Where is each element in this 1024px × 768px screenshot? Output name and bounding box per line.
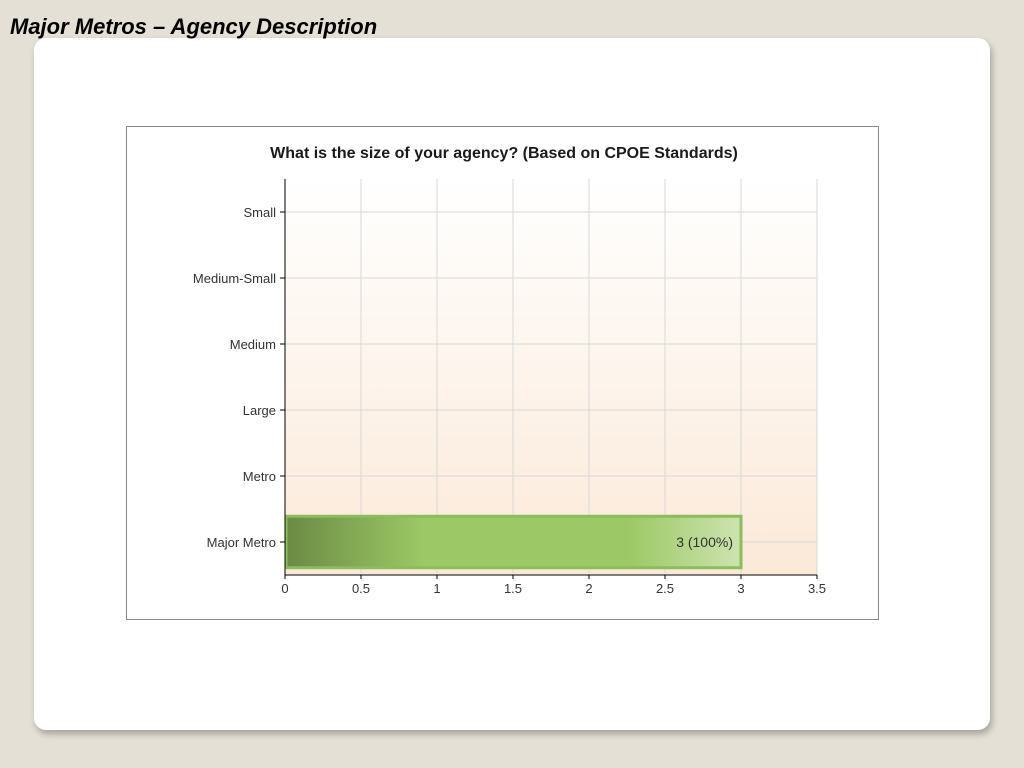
x-tick-label: 3.5 (808, 581, 826, 596)
x-tick-label: 0 (281, 581, 288, 596)
slide-title: Major Metros – Agency Description (10, 14, 378, 39)
y-category-label: Medium-Small (193, 271, 276, 286)
bar-data-label: 3 (100%) (676, 534, 733, 550)
x-tick-label: 1 (433, 581, 440, 596)
x-tick-label: 3 (737, 581, 744, 596)
bar (284, 514, 743, 570)
x-tick-label: 2 (585, 581, 592, 596)
y-category-label: Small (243, 205, 276, 220)
x-tick-label: 2.5 (656, 581, 674, 596)
bars: 3 (100%) (284, 514, 743, 570)
bar-chart: What is the size of your agency? (Based … (193, 145, 826, 596)
y-category-label: Medium (230, 337, 276, 352)
x-tick-label: 1.5 (504, 581, 522, 596)
y-category-label: Metro (243, 469, 276, 484)
y-category-label: Large (243, 403, 276, 418)
x-tick-label: 0.5 (352, 581, 370, 596)
plot-area (285, 179, 817, 575)
chart-title: What is the size of your agency? (Based … (270, 145, 738, 162)
y-category-label: Major Metro (207, 535, 276, 550)
chart-frame: What is the size of your agency? (Based … (126, 126, 879, 620)
axes: Small Medium-Small Medium Large Metro Major M… (193, 179, 826, 596)
